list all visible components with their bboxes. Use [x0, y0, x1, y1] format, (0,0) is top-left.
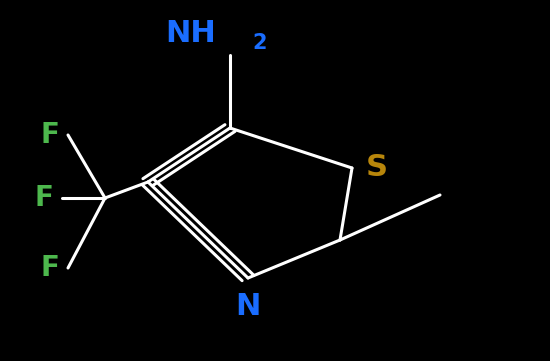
- Text: F: F: [35, 184, 54, 212]
- Text: NH: NH: [166, 19, 216, 48]
- Text: 2: 2: [252, 33, 267, 53]
- Text: S: S: [366, 153, 388, 183]
- Text: F: F: [41, 121, 60, 149]
- Text: N: N: [235, 292, 261, 321]
- Text: F: F: [41, 254, 60, 282]
